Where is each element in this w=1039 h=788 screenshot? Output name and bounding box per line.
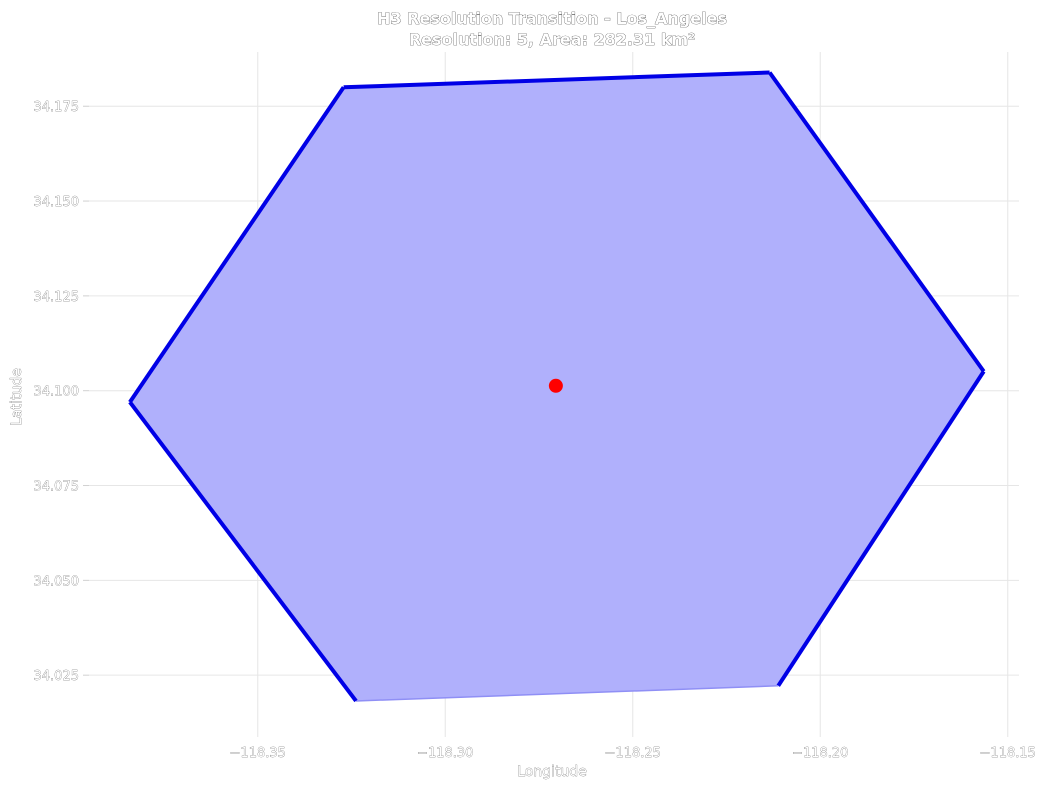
- x-tick-label: −118.25: [605, 746, 661, 761]
- x-tick-label: −118.15: [980, 746, 1036, 761]
- y-tick-label: 34.100: [34, 385, 80, 400]
- chart-title: H3 Resolution Transition - Los_Angeles: [377, 9, 727, 28]
- hexagon-edge: [355, 685, 779, 702]
- plot-area: [128, 70, 986, 703]
- y-tick-label: 34.075: [34, 480, 80, 495]
- y-tick-label: 34.175: [34, 100, 80, 115]
- y-axis-label: Latitude: [9, 368, 25, 426]
- y-tick-label: 34.150: [34, 195, 80, 210]
- hexagon-edge: [343, 70, 770, 90]
- hexagon-edge: [128, 86, 346, 404]
- y-tick-label: 34.050: [34, 574, 80, 589]
- center-point: [548, 378, 563, 393]
- hexagon-edge: [767, 71, 986, 373]
- x-axis-label: Longitude: [517, 764, 587, 780]
- hexagon-edge: [128, 400, 358, 703]
- x-tick-label: −118.30: [417, 746, 473, 761]
- x-tick-label: −118.35: [230, 746, 286, 761]
- axis-ticks: −118.35 −118.30 −118.25 −118.20 −118.15 34.02…: [33, 100, 1036, 761]
- y-tick-label: 34.125: [34, 290, 80, 305]
- chart-subtitle: Resolution: 5, Area: 282.31 km²: [409, 30, 695, 49]
- x-tick-label: −118.20: [792, 746, 848, 761]
- hexagon-edge: [776, 370, 986, 687]
- y-tick-label: 34.025: [34, 669, 80, 684]
